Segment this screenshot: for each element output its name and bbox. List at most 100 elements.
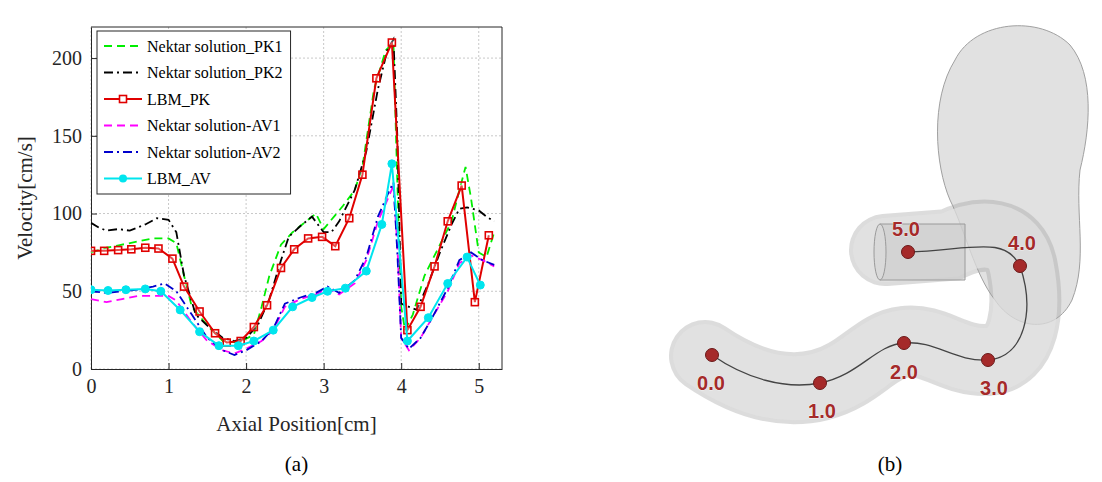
data-point (181, 283, 188, 290)
legend-swatch (104, 151, 142, 153)
tick: 3 (319, 363, 329, 397)
tick: 150 (52, 125, 97, 147)
tick: 1 (164, 363, 174, 397)
tick-mark (91, 214, 97, 215)
tick-label: 0 (72, 358, 82, 380)
data-point (346, 215, 353, 222)
data-point (388, 39, 395, 46)
legend-label: Nektar solution_PK1 (147, 38, 283, 55)
tick-mark (91, 58, 97, 59)
legend-swatch (104, 72, 142, 74)
data-point (332, 243, 339, 250)
grid-line-x (478, 27, 479, 369)
data-point (373, 75, 380, 82)
tick-label: 100 (52, 202, 82, 224)
tick: 200 (52, 47, 97, 69)
centerline-marker (982, 354, 995, 367)
grid (91, 27, 502, 369)
data-point (359, 171, 366, 178)
data-point (234, 342, 242, 350)
legend-label: LBM_AV (147, 170, 211, 187)
y-axis-title: Velocity[cm/s] (13, 136, 37, 260)
marker-label: 5.0 (892, 218, 920, 240)
data-point (250, 324, 257, 331)
data-point (155, 245, 162, 252)
data-point (463, 253, 471, 261)
data-point (319, 233, 326, 240)
tick-label: 2 (242, 375, 252, 397)
data-point (196, 328, 204, 336)
x-axis: 0 1 2 3 4 5 (87, 363, 503, 397)
tick-mark (479, 363, 480, 369)
data-point (458, 182, 465, 189)
data-point (431, 263, 438, 270)
data-point (141, 285, 149, 293)
x-axis-title: Axial Position[cm] (216, 412, 376, 436)
vessel-lumen (705, 236, 1025, 388)
data-point (91, 247, 95, 254)
tick: 4 (397, 363, 407, 397)
data-point (424, 314, 432, 322)
panel-caption: (b) (878, 452, 903, 476)
centerline-marker (898, 337, 911, 350)
data-point (291, 246, 298, 253)
data-point (289, 303, 297, 311)
series-line (91, 186, 494, 354)
data-point (485, 232, 492, 239)
data-point (176, 306, 184, 314)
outlet-end (874, 224, 886, 280)
data-point (142, 244, 149, 251)
tick-mark (324, 363, 325, 369)
data-point (250, 337, 258, 345)
axis-line (92, 369, 503, 370)
tick-label: 0 (87, 375, 97, 397)
data-point (115, 247, 122, 254)
data-point (308, 293, 316, 301)
data-point (215, 342, 223, 350)
marker-label: 1.0 (808, 400, 836, 422)
tick-mark (246, 363, 247, 369)
legend-label: Nektar solution-AV1 (147, 117, 280, 134)
figure: 012345050100150200Axial Position[cm]Velo… (0, 0, 1102, 482)
tick-mark (91, 136, 97, 137)
centerline (712, 247, 1027, 385)
data-point (169, 255, 176, 262)
axis-line (91, 28, 92, 370)
data-point (444, 280, 452, 288)
data-point (104, 286, 112, 294)
data-point (362, 267, 370, 275)
tick: 5 (474, 363, 484, 397)
vessel-wall (705, 236, 1025, 388)
data-point (403, 337, 411, 345)
plot-frame (91, 27, 502, 369)
data-point (264, 302, 271, 309)
data-point (444, 218, 451, 225)
data-point (476, 281, 484, 289)
legend-swatch (104, 125, 142, 127)
data-point (157, 287, 165, 295)
data-point (341, 284, 349, 292)
tick-label: 50 (62, 280, 82, 302)
data-point (378, 220, 386, 228)
panel-caption: (a) (285, 452, 308, 476)
tick-mark (169, 363, 170, 369)
series-line (91, 182, 494, 355)
marker-label: 2.0 (890, 361, 918, 383)
centerline-marker (706, 349, 719, 362)
tick: 2 (242, 363, 252, 397)
data-point (305, 235, 312, 242)
legend-label: Nektar solution-AV2 (147, 144, 280, 161)
data-point (269, 326, 277, 334)
y-axis: 0 50 100 150 200 (52, 28, 97, 380)
data-point (91, 286, 95, 294)
legend-marker (120, 96, 127, 103)
legend: Nektar solution_PK1 Nektar solution_PK2 LB… (97, 31, 291, 194)
data-point (388, 160, 396, 168)
centerline-marker (902, 246, 915, 259)
centerline-marker (814, 377, 827, 390)
data-point (122, 286, 130, 294)
tick-label: 3 (319, 375, 329, 397)
tick-label: 150 (52, 125, 82, 147)
data-point (196, 308, 203, 315)
legend-label: Nektar solution_PK2 (147, 64, 283, 81)
